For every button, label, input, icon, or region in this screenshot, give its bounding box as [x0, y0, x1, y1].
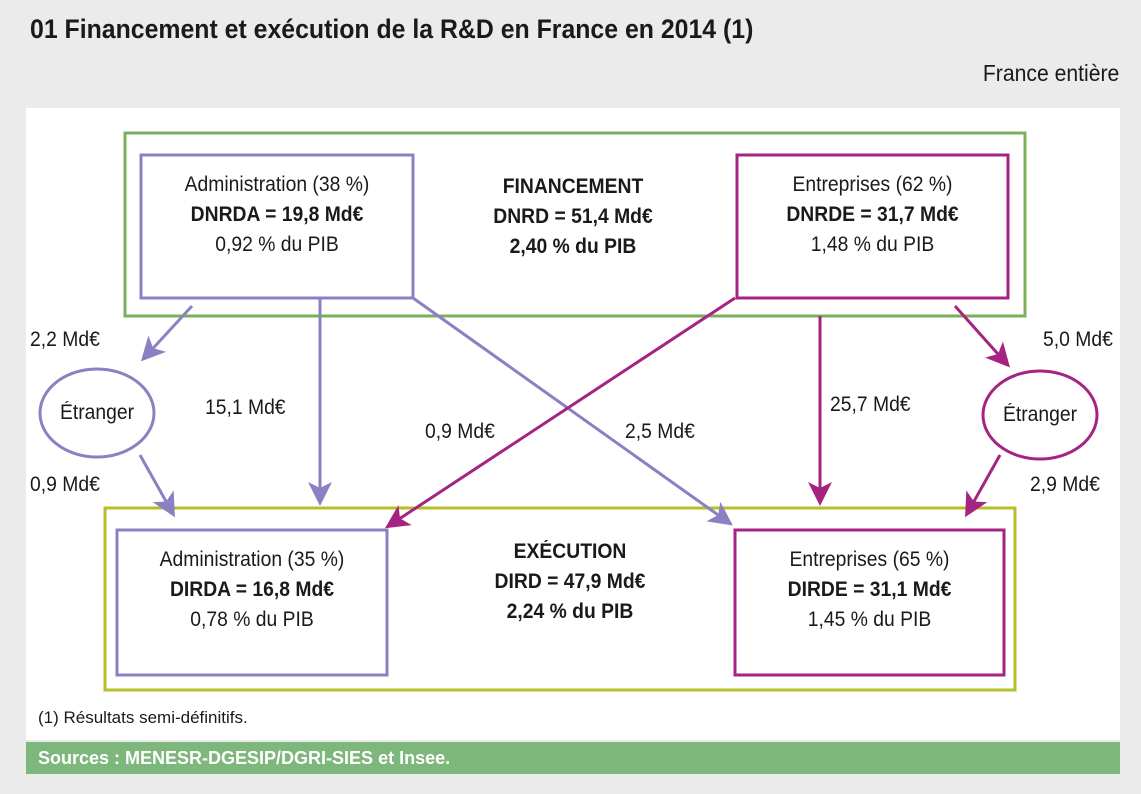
total: DNRD = 51,4 Md€ — [493, 205, 653, 228]
etranger-left-label: Étranger — [59, 401, 135, 424]
heading: EXÉCUTION — [513, 540, 627, 563]
arrow-entr-etranger — [953, 304, 1011, 368]
dirda-box — [115, 528, 389, 677]
arrow-admin-entreprises — [412, 296, 733, 526]
pib: 2,24 % du PIB — [506, 600, 634, 623]
total: DIRD = 47,9 Md€ — [494, 570, 646, 593]
value: DIRDA = 16,8 Md€ — [169, 578, 335, 601]
flow-entr-admin: 0,9 Md€ — [425, 420, 495, 443]
scope-label: France entière — [982, 60, 1119, 86]
heading: FINANCEMENT — [502, 175, 644, 198]
pib: 1,48 % du PIB — [810, 233, 935, 256]
footnote: (1) Résultats semi-définitifs. — [38, 708, 248, 727]
sources-bar: Sources : MENESR-DGESIP/DGRI-SIES et Ins… — [26, 742, 1120, 774]
dirde-text: Entreprises (65 %) DIRDE = 31,1 Md€ 1,45… — [746, 545, 993, 635]
dnrde-box — [735, 153, 1010, 300]
etranger-right — [981, 369, 1099, 461]
dirde-box — [733, 528, 1006, 677]
label: Administration (35 %) — [159, 548, 345, 571]
dnrde-text: Entreprises (62 %) DNRDE = 31,7 Md€ 1,48… — [748, 170, 997, 260]
pib: 0,78 % du PIB — [190, 608, 314, 631]
dnrda-text: Administration (38 %) DNRDA = 19,8 Md€ 0… — [152, 170, 402, 260]
flow-etranger-admin: 0,9 Md€ — [30, 473, 100, 496]
arrow-etranger-admin — [138, 454, 175, 518]
flow-admin-entr: 2,5 Md€ — [625, 420, 695, 443]
pib: 2,40 % du PIB — [509, 235, 637, 258]
flow-etranger-entr: 2,9 Md€ — [1030, 473, 1100, 496]
execution-text: EXÉCUTION DIRD = 47,9 Md€ 2,24 % du PIB — [437, 537, 704, 627]
dnrda-box — [139, 153, 415, 300]
label: Entreprises (65 %) — [789, 548, 950, 571]
pib: 1,45 % du PIB — [807, 608, 932, 631]
etranger-right-label: Étranger — [1002, 403, 1078, 426]
financement-text: FINANCEMENT DNRD = 51,4 Md€ 2,40 % du PI… — [448, 172, 698, 262]
arrow-entr-admin — [384, 296, 736, 529]
label: Administration (38 %) — [184, 173, 370, 196]
financement-frame — [123, 131, 1027, 318]
etranger-left — [38, 367, 156, 459]
flow-entr-etranger: 5,0 Md€ — [1043, 328, 1113, 351]
flow-entr-entr: 25,7 Md€ — [830, 393, 911, 416]
arrow-admin-etranger — [140, 304, 194, 362]
arrow-etranger-entr — [965, 454, 1002, 518]
value: DNRDE = 31,7 Md€ — [786, 203, 959, 226]
value: DNRDA = 19,8 Md€ — [190, 203, 364, 226]
value: DIRDE = 31,1 Md€ — [787, 578, 952, 601]
execution-frame — [103, 506, 1017, 692]
label: Entreprises (62 %) — [792, 173, 953, 196]
flow-admin-admin: 15,1 Md€ — [205, 396, 286, 419]
figure-title: 01 Financement et exécution de la R&D en… — [30, 14, 754, 44]
dirda-text: Administration (35 %) DIRDA = 16,8 Md€ 0… — [128, 545, 376, 635]
flow-admin-etranger: 2,2 Md€ — [30, 328, 100, 351]
pib: 0,92 % du PIB — [215, 233, 339, 256]
